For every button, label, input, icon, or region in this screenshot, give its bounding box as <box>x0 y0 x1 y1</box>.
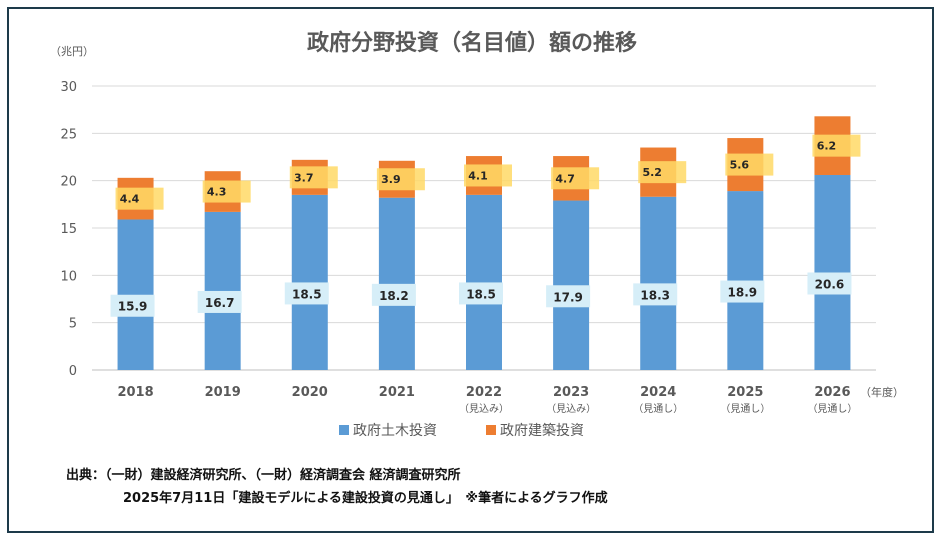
source-line-2: 2025年7月11日「建設モデルによる建設投資の見通し」 ※筆者によるグラフ作成 <box>123 491 608 506</box>
data-label-civil-box <box>110 294 155 317</box>
data-label-building-box <box>551 167 600 190</box>
data-label-building-box <box>115 187 164 210</box>
y-tick-label: 15 <box>60 222 77 237</box>
y-tick-label: 10 <box>60 269 77 284</box>
data-label-civil: 20.6 <box>815 277 845 291</box>
data-label-building-box <box>638 161 687 184</box>
x-tick-label: 2023 <box>553 385 589 400</box>
x-tick-label: 2026 <box>814 385 850 400</box>
data-label-building: 4.1 <box>468 169 488 182</box>
data-label-civil: 18.5 <box>466 287 496 301</box>
data-label-building: 6.2 <box>817 140 837 153</box>
data-label-building: 3.7 <box>294 171 314 184</box>
data-label-building: 4.4 <box>120 193 140 206</box>
x-tick-note: （見込み） <box>546 403 596 415</box>
y-tick-label: 0 <box>69 364 77 379</box>
data-label-building-box <box>376 168 425 191</box>
data-label-building: 5.6 <box>730 159 750 172</box>
x-unit-label: （年度） <box>860 385 904 399</box>
bar-civil <box>553 200 590 370</box>
data-label-civil: 16.7 <box>205 296 235 310</box>
y-tick-label: 30 <box>60 80 77 95</box>
data-label-civil: 18.2 <box>379 289 409 303</box>
data-label-civil: 18.9 <box>728 286 758 300</box>
stacked-bar-chart: 政府分野投資（名目値）額の推移 （兆円） （年度） 15.9 4.4 16.7 4.3… <box>50 30 904 439</box>
y-tick-label: 5 <box>69 317 77 332</box>
data-label-civil: 17.9 <box>553 290 583 304</box>
x-tick-label: 2024 <box>640 385 676 400</box>
data-label-building: 4.3 <box>207 186 227 199</box>
data-label-building-box <box>464 164 512 187</box>
chart-title: 政府分野投資（名目値）額の推移 <box>307 30 637 56</box>
x-tick-label: 2025 <box>727 385 763 400</box>
legend-swatch-building <box>486 425 496 435</box>
data-label-building: 4.7 <box>555 172 575 185</box>
data-label-civil: 18.3 <box>640 288 670 302</box>
data-label-civil-box <box>546 285 591 308</box>
source-line-1: 出典：（一財）建設経済研究所、（一財）経済調査会 経済調査研究所 <box>66 468 461 483</box>
x-tick-label: 2021 <box>379 385 415 400</box>
legend-label-civil: 政府土木投資 <box>353 423 437 439</box>
data-label-building: 3.9 <box>381 173 401 186</box>
data-label-civil: 18.5 <box>292 287 322 301</box>
legend-label-building: 政府建築投資 <box>500 423 584 439</box>
x-tick-label: 2018 <box>117 385 153 400</box>
y-tick-label: 20 <box>60 175 77 190</box>
x-tick-note: （見通し） <box>720 403 770 415</box>
x-tick-note: （見通し） <box>633 403 683 415</box>
legend: 政府土木投資 政府建築投資 <box>339 423 584 439</box>
data-label-civil-box <box>459 282 503 305</box>
data-label-civil-box <box>197 290 242 313</box>
data-label-building-box <box>289 166 338 189</box>
y-tick-label: 25 <box>60 127 77 142</box>
x-tick-note: （見込み） <box>459 403 509 415</box>
data-label-building: 5.2 <box>642 166 662 179</box>
data-label-civil: 15.9 <box>118 300 148 314</box>
x-tick-label: 2022 <box>466 385 502 400</box>
data-label-civil-box <box>371 283 416 306</box>
y-unit-label: （兆円） <box>50 45 94 58</box>
data-label-civil-box <box>633 283 678 306</box>
data-label-civil-box <box>720 280 765 303</box>
data-label-building-box <box>812 134 861 157</box>
data-label-building-box <box>725 153 774 176</box>
x-tick-note: （見通し） <box>807 403 857 415</box>
data-label-civil-box <box>807 272 852 295</box>
x-tick-label: 2019 <box>205 385 241 400</box>
x-tick-label: 2020 <box>292 385 328 400</box>
data-label-building-box <box>202 180 251 203</box>
data-label-civil-box <box>284 282 329 305</box>
legend-swatch-civil <box>339 425 349 435</box>
